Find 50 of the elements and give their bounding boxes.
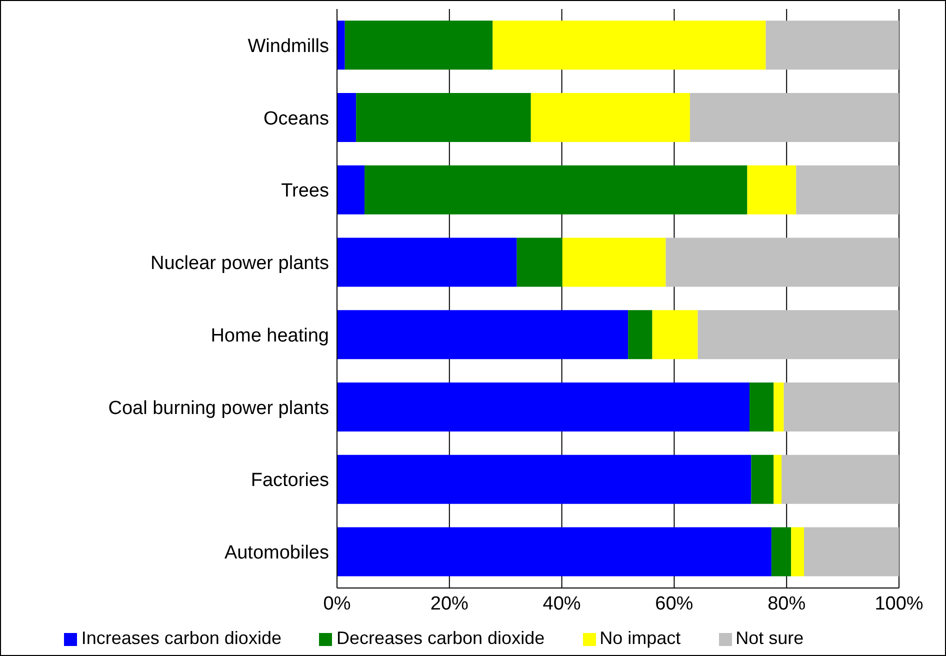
bar bbox=[784, 382, 899, 432]
bar bbox=[337, 310, 628, 360]
bar bbox=[791, 527, 804, 576]
bar bbox=[337, 165, 365, 214]
bar bbox=[652, 310, 698, 360]
bar bbox=[751, 454, 774, 504]
bar bbox=[337, 238, 517, 287]
bar bbox=[690, 92, 899, 142]
legend-label: No impact bbox=[600, 628, 681, 648]
x-tick-label: 60% bbox=[655, 593, 694, 614]
bar bbox=[364, 165, 748, 214]
y-tick-label: Nuclear power plants bbox=[150, 253, 329, 274]
y-tick-label: Coal burning power plants bbox=[108, 398, 329, 419]
bar bbox=[337, 454, 752, 504]
bar bbox=[774, 454, 782, 504]
bar bbox=[774, 382, 784, 432]
y-tick-label: Factories bbox=[250, 470, 329, 492]
x-tick-label: 80% bbox=[768, 593, 806, 614]
bar bbox=[530, 92, 690, 142]
bar bbox=[628, 310, 652, 360]
y-tick-label: Trees bbox=[281, 180, 329, 202]
bar bbox=[337, 20, 345, 70]
legend-label: Decreases carbon dioxide bbox=[336, 628, 545, 648]
bar bbox=[698, 310, 899, 360]
bar bbox=[766, 20, 899, 70]
bar bbox=[516, 238, 562, 287]
bar bbox=[750, 382, 774, 432]
legend-label: Not sure bbox=[736, 628, 804, 648]
bar bbox=[344, 20, 493, 70]
bar bbox=[666, 238, 899, 287]
y-tick-label: Home heating bbox=[210, 325, 329, 346]
bar bbox=[804, 527, 899, 576]
legend-label: Increases carbon dioxide bbox=[81, 628, 282, 648]
bar bbox=[796, 165, 899, 214]
x-tick-label: 40% bbox=[542, 593, 581, 614]
y-tick-label: Oceans bbox=[264, 108, 329, 130]
bar bbox=[492, 20, 766, 70]
bar bbox=[562, 238, 666, 287]
y-tick-label: Windmills bbox=[248, 36, 329, 57]
x-tick-label: 100% bbox=[874, 593, 924, 614]
bar bbox=[747, 165, 796, 214]
bar bbox=[337, 382, 750, 432]
bar bbox=[337, 527, 772, 576]
x-tick-label: 20% bbox=[430, 593, 469, 614]
bar bbox=[356, 92, 531, 142]
bar bbox=[337, 92, 356, 142]
x-tick-label: 0% bbox=[323, 593, 351, 614]
bar bbox=[782, 454, 899, 504]
y-tick-label: Automobiles bbox=[224, 542, 329, 564]
bar bbox=[771, 527, 792, 576]
